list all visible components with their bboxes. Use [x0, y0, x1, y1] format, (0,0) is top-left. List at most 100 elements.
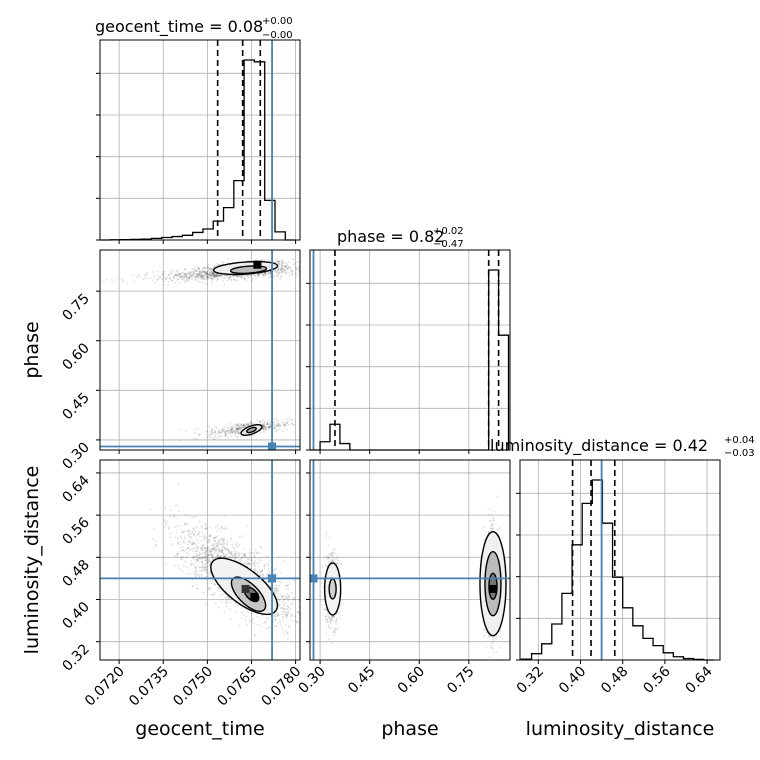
scatter-point	[255, 551, 258, 554]
scatter-point	[222, 429, 225, 432]
scatter-point	[278, 260, 281, 263]
scatter-point	[204, 552, 207, 554]
scatter-point	[206, 272, 208, 275]
scatter-point	[226, 430, 229, 433]
scatter-point	[234, 430, 237, 433]
scatter-point	[286, 267, 289, 270]
scatter-point	[206, 558, 209, 561]
scatter-point	[191, 540, 194, 543]
scatter-point	[234, 432, 237, 434]
scatter-point	[289, 608, 292, 610]
scatter-point	[234, 553, 237, 556]
scatter-point	[236, 428, 239, 430]
scatter-point	[330, 552, 333, 555]
scatter-point	[152, 279, 154, 282]
scatter-point	[172, 269, 175, 272]
scatter-point	[340, 562, 343, 565]
scatter-point	[277, 268, 280, 271]
scatter-point	[206, 566, 209, 568]
scatter-point	[207, 539, 210, 541]
scatter-point	[179, 440, 182, 442]
scatter-point	[279, 278, 282, 280]
scatter-point	[230, 426, 232, 428]
scatter-point	[276, 424, 278, 427]
scatter-point	[492, 523, 494, 525]
scatter-point	[229, 276, 231, 279]
scatter-point	[330, 618, 333, 621]
scatter-point	[203, 534, 206, 537]
scatter-point	[268, 428, 271, 430]
scatter-point	[215, 275, 218, 278]
scatter-point	[248, 424, 251, 426]
scatter-point	[237, 436, 239, 439]
scatter-point	[204, 267, 207, 270]
scatter-point	[243, 614, 245, 617]
scatter-point	[328, 617, 331, 620]
scatter-point	[259, 570, 262, 573]
scatter-point	[173, 515, 176, 517]
scatter-point	[206, 276, 209, 278]
scatter-point	[196, 272, 198, 275]
scatter-point	[339, 617, 341, 620]
scatter-point	[220, 531, 222, 534]
scatter-point	[210, 430, 213, 433]
scatter-point	[326, 557, 329, 560]
scatter-point	[236, 553, 238, 556]
scatter-point	[321, 582, 323, 585]
scatter-point	[210, 273, 213, 275]
scatter-point	[491, 513, 493, 516]
scatter-point	[184, 523, 186, 526]
scatter-point	[331, 559, 334, 562]
scatter-point	[202, 267, 205, 270]
scatter-point	[482, 629, 485, 632]
scatter-point	[222, 549, 224, 552]
scatter-point	[219, 274, 221, 277]
scatter-point	[221, 551, 224, 554]
scatter-point	[210, 582, 213, 585]
scatter-point	[209, 267, 212, 270]
scatter-point	[178, 278, 181, 280]
scatter-point	[205, 527, 207, 530]
scatter-point	[197, 533, 200, 536]
scatter-point	[247, 259, 249, 262]
scatter-point	[225, 275, 228, 278]
scatter-point	[195, 565, 198, 568]
scatter-point	[185, 523, 187, 526]
scatter-point	[215, 274, 218, 277]
scatter-point	[213, 548, 216, 551]
scatter-point	[286, 604, 289, 607]
scatter-point	[275, 588, 277, 591]
scatter-point	[207, 588, 210, 591]
scatter-point	[272, 586, 275, 589]
scatter-point	[207, 565, 209, 568]
scatter-point	[279, 597, 281, 600]
scatter-point	[245, 615, 248, 618]
scatter-point	[224, 555, 227, 558]
scatter-point	[193, 570, 196, 573]
scatter-point	[174, 564, 176, 567]
scatter-point	[215, 543, 217, 545]
scatter-point	[283, 265, 286, 268]
scatter-point	[284, 611, 287, 614]
scatter-point	[241, 423, 244, 426]
scatter-point	[278, 605, 280, 608]
scatter-point	[193, 558, 196, 561]
scatter-point	[191, 275, 194, 278]
scatter-point	[198, 434, 201, 436]
scatter-point	[210, 277, 213, 280]
scatter-point	[182, 540, 185, 543]
scatter-point	[156, 279, 158, 281]
scatter-point	[203, 547, 205, 550]
scatter-point	[167, 526, 170, 529]
scatter-point	[197, 542, 200, 544]
scatter-point	[164, 520, 166, 523]
scatter-point	[326, 612, 329, 615]
scatter-point	[490, 528, 493, 530]
scatter-point	[238, 535, 241, 538]
scatter-point	[227, 258, 230, 261]
scatter-point	[275, 430, 278, 432]
scatter-point	[285, 616, 288, 619]
scatter-point	[262, 574, 264, 577]
scatter-point	[175, 531, 178, 534]
scatter-point	[190, 559, 192, 562]
